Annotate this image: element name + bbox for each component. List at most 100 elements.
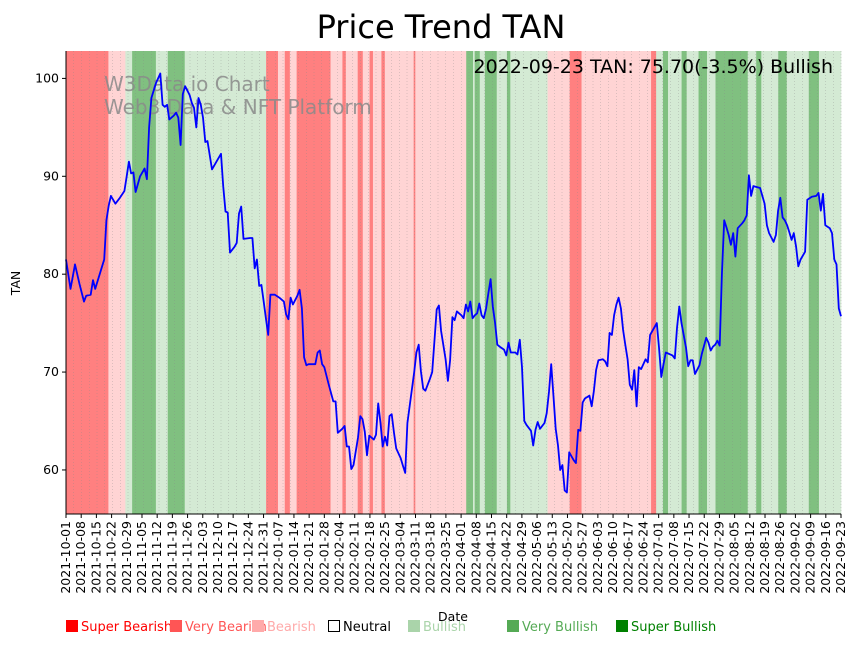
sentiment-band-very-bullish bbox=[132, 51, 157, 514]
x-tick-label: 2022-06-17 bbox=[620, 521, 635, 594]
x-tick-label: 2021-11-05 bbox=[134, 521, 149, 594]
sentiment-band-bearish bbox=[415, 51, 467, 514]
sentiment-band-bearish bbox=[289, 51, 297, 514]
sentiment-band-very-bullish bbox=[698, 51, 708, 514]
x-tick-label: 2022-01-07 bbox=[271, 521, 286, 594]
watermark-line-2: Web3 Data & NFT Platform bbox=[104, 95, 372, 119]
sentiment-band-very-bullish bbox=[778, 51, 788, 514]
x-tick-label: 2022-02-25 bbox=[377, 521, 392, 594]
x-tick-label: 2022-01-28 bbox=[316, 521, 331, 594]
x-tick-label: 2022-08-05 bbox=[727, 521, 742, 594]
x-tick-label: 2022-03-04 bbox=[392, 521, 407, 594]
sentiment-band-bullish bbox=[184, 51, 267, 514]
sentiment-band-bullish bbox=[668, 51, 682, 514]
sentiment-band-very-bullish bbox=[506, 51, 511, 514]
sentiment-band-bearish bbox=[108, 51, 126, 514]
x-tick-label: 2022-06-10 bbox=[605, 521, 620, 594]
x-tick-label: 2021-11-12 bbox=[149, 521, 164, 594]
x-tick-label: 2022-07-08 bbox=[666, 521, 681, 594]
x-tick-label: 2022-03-11 bbox=[408, 521, 423, 594]
sentiment-band-very-bearish bbox=[651, 51, 657, 514]
watermark-line-1: W3Data.io Chart bbox=[104, 72, 270, 96]
x-tick-label: 2022-03-18 bbox=[423, 521, 438, 594]
vertical-gridlines bbox=[65, 51, 842, 514]
y-tick-label: 90 bbox=[43, 168, 59, 183]
legend-swatch bbox=[328, 620, 340, 632]
axes bbox=[65, 51, 841, 515]
sentiment-band-very-bearish bbox=[569, 51, 582, 514]
x-tick-label: 2022-08-26 bbox=[772, 521, 787, 594]
sentiment-band-very-bullish bbox=[466, 51, 474, 514]
sentiment-band-bullish bbox=[818, 51, 842, 514]
x-tick-label: 2022-04-29 bbox=[514, 521, 529, 594]
sentiment-band-very-bearish bbox=[369, 51, 374, 514]
sentiment-band-very-bullish bbox=[681, 51, 687, 514]
x-tick-label: 2021-11-19 bbox=[164, 521, 179, 594]
x-axis-label: Date bbox=[438, 609, 468, 624]
x-tick-label: 2022-03-25 bbox=[438, 521, 453, 594]
sentiment-band-bearish bbox=[330, 51, 343, 514]
sentiment-bands bbox=[66, 51, 842, 514]
sentiment-band-very-bearish bbox=[296, 51, 331, 514]
legend-item: Bullish bbox=[408, 620, 466, 635]
y-tick-label: 60 bbox=[43, 462, 59, 477]
legend-item: Very Bullish bbox=[507, 620, 598, 635]
price-line bbox=[65, 72, 842, 494]
legend-label: Super Bullish bbox=[631, 620, 717, 635]
sentiment-legend: Super Bearish Very Bearish Bearish Neutral B… bbox=[66, 620, 826, 638]
sentiment-band-very-bearish bbox=[266, 51, 279, 514]
legend-item: Bearish bbox=[252, 620, 316, 635]
sentiment-band-very-bearish bbox=[66, 51, 109, 514]
sentiment-band-bullish bbox=[125, 51, 133, 514]
x-tick-label: 2022-04-22 bbox=[499, 521, 514, 594]
y-tick-label: 100 bbox=[35, 70, 59, 85]
x-tick-label: 2021-12-17 bbox=[225, 521, 240, 594]
legend-swatch bbox=[408, 620, 420, 632]
x-tick-label: 2022-06-03 bbox=[590, 521, 605, 594]
x-tick-label: 2022-02-04 bbox=[332, 521, 347, 594]
x-tick-label: 2022-04-15 bbox=[483, 521, 498, 594]
x-tick-label: 2022-07-15 bbox=[681, 521, 696, 594]
x-tick-label: 2021-10-08 bbox=[73, 521, 88, 594]
sentiment-band-bearish bbox=[277, 51, 286, 514]
sentiment-band-bullish bbox=[761, 51, 779, 514]
sentiment-band-very-bearish bbox=[381, 51, 386, 514]
sentiment-band-very-bullish bbox=[756, 51, 762, 514]
x-tick-label: 2021-12-10 bbox=[210, 521, 225, 594]
legend-swatch bbox=[507, 620, 519, 632]
x-tick-label: 2022-01-14 bbox=[286, 521, 301, 594]
x-tick-label: 2022-05-13 bbox=[544, 521, 559, 594]
legend-label: Super Bearish bbox=[81, 620, 173, 635]
sentiment-band-bullish bbox=[686, 51, 699, 514]
y-tick-label: 80 bbox=[43, 266, 59, 281]
x-tick-label: 2021-10-15 bbox=[88, 521, 103, 594]
x-tick-label: 2022-05-27 bbox=[575, 521, 590, 594]
legend-swatch bbox=[170, 620, 182, 632]
watermark: W3Data.io Chart Web3 Data & NFT Platform bbox=[104, 72, 372, 119]
sentiment-band-bullish bbox=[510, 51, 548, 514]
legend-item: Neutral bbox=[328, 620, 391, 635]
sentiment-band-bearish bbox=[362, 51, 370, 514]
x-tick-label: 2022-07-01 bbox=[651, 521, 666, 594]
chart-title: Price Trend TAN bbox=[317, 8, 566, 46]
x-tick-label: 2021-12-31 bbox=[256, 521, 271, 594]
sentiment-band-very-bullish bbox=[474, 51, 481, 514]
sentiment-band-bullish bbox=[656, 51, 664, 514]
sentiment-band-bullish bbox=[496, 51, 508, 514]
x-tick-label: 2022-07-29 bbox=[711, 521, 726, 594]
x-tick-label: 2022-04-08 bbox=[468, 521, 483, 594]
x-tick-label: 2022-09-23 bbox=[833, 521, 848, 594]
sentiment-band-bullish bbox=[479, 51, 486, 514]
x-tick-label: 2021-10-22 bbox=[104, 521, 119, 594]
x-ticks: 2021-10-01 2021-10-08 2021-10-15 2021-10-22… bbox=[58, 514, 848, 594]
legend-label: Bullish bbox=[423, 620, 467, 635]
x-tick-label: 2022-07-22 bbox=[696, 521, 711, 594]
sentiment-band-very-bullish bbox=[167, 51, 186, 514]
x-tick-label: 2021-12-24 bbox=[240, 521, 255, 594]
sentiment-band-very-bullish bbox=[662, 51, 669, 514]
legend-swatch bbox=[252, 620, 264, 632]
x-tick-label: 2022-05-06 bbox=[529, 521, 544, 594]
legend-label: Bearish bbox=[267, 620, 316, 635]
x-tick-label: 2022-09-02 bbox=[787, 521, 802, 594]
